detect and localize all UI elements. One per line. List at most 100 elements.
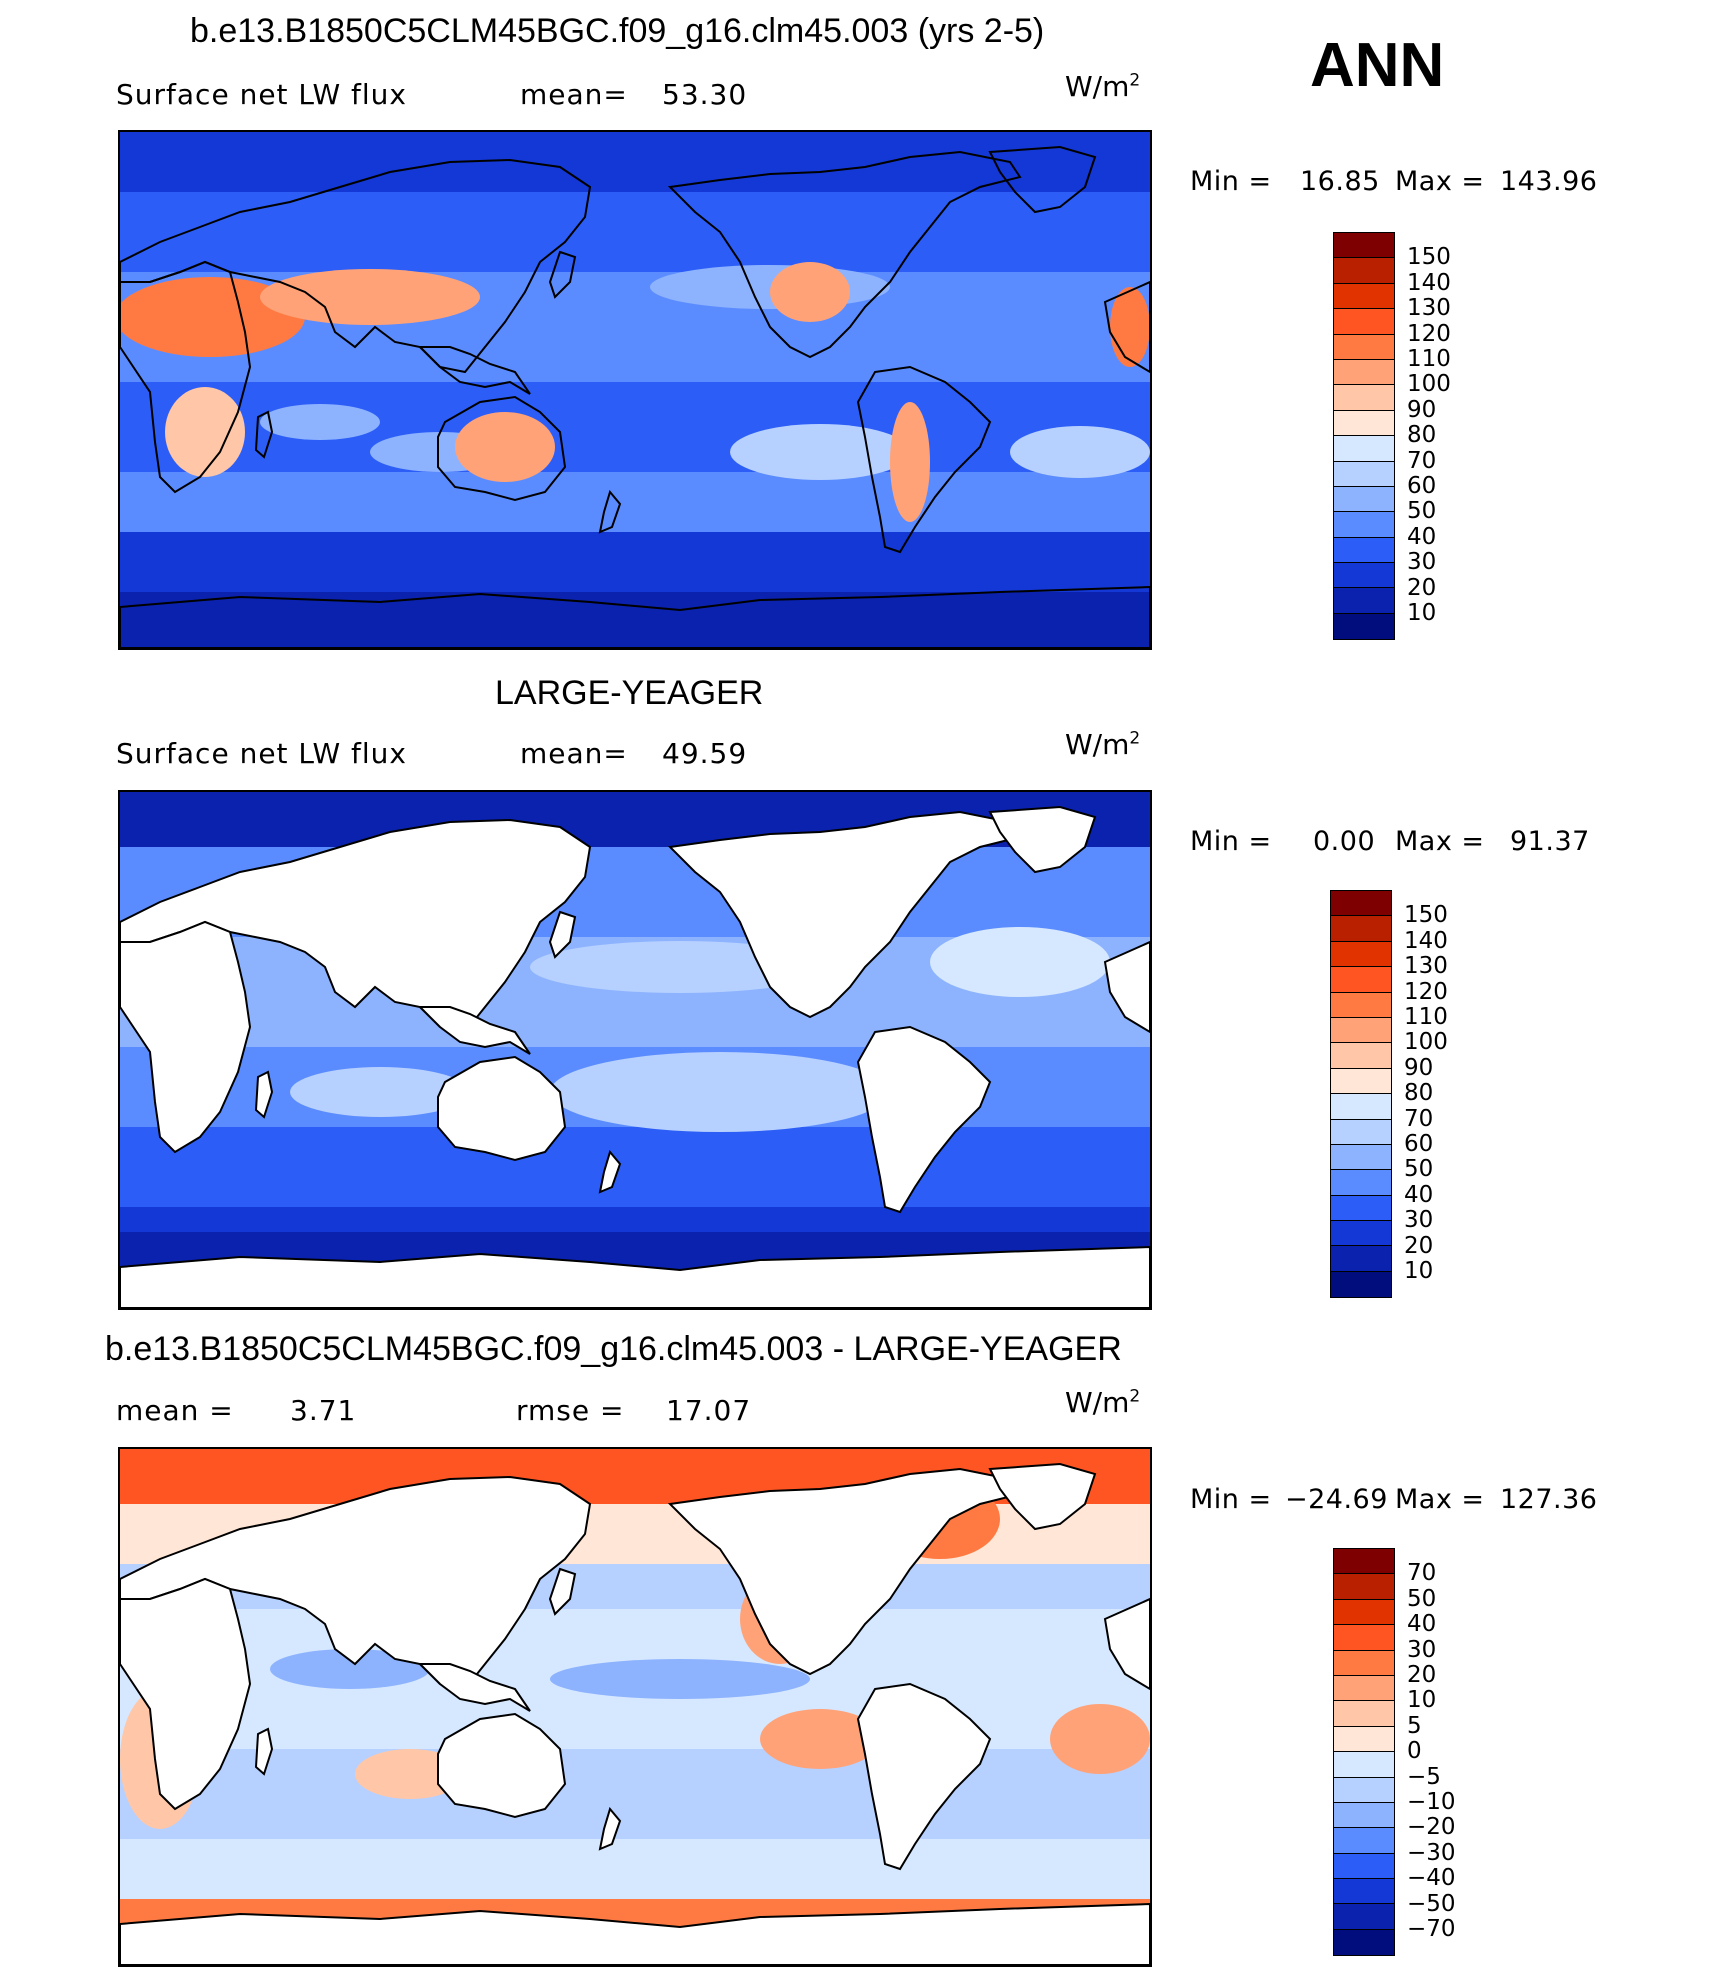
panel1-map bbox=[118, 130, 1152, 650]
colorbar-label: 110 bbox=[1404, 1004, 1448, 1030]
field-blob bbox=[260, 269, 480, 325]
colorbar-swatch bbox=[1334, 563, 1394, 589]
colorbar-swatches bbox=[1333, 232, 1395, 641]
field-band bbox=[120, 192, 1150, 272]
colorbar-label: 90 bbox=[1404, 1054, 1434, 1081]
field-blob bbox=[1110, 287, 1150, 367]
colorbar-label: 70 bbox=[1404, 1105, 1434, 1132]
colorbar-label: 30 bbox=[1404, 1207, 1434, 1234]
colorbar-label: 120 bbox=[1404, 978, 1448, 1005]
panel3-min-label: Min = bbox=[1190, 1484, 1272, 1515]
field-blob bbox=[550, 1052, 890, 1132]
panel1-units: W/m2 bbox=[1065, 70, 1141, 103]
colorbar-label: 130 bbox=[1407, 295, 1451, 322]
colorbar-label: −20 bbox=[1407, 1814, 1456, 1841]
colorbar-swatch bbox=[1331, 1271, 1391, 1298]
panel2-title: LARGE-YEAGER bbox=[495, 674, 764, 712]
field-blob bbox=[890, 402, 930, 522]
colorbar-label: 10 bbox=[1404, 1258, 1434, 1284]
coastline-namerica bbox=[667, 810, 1022, 1019]
colorbar-swatch bbox=[1331, 891, 1391, 917]
coastline-antarctica bbox=[120, 1902, 1150, 1965]
panel1-variable: Surface net LW flux bbox=[116, 78, 407, 111]
panel3-mean-label: mean = bbox=[116, 1394, 234, 1427]
colorbar-label: 120 bbox=[1407, 320, 1451, 347]
field-blob bbox=[455, 412, 555, 482]
coastline-africa bbox=[120, 920, 252, 1154]
colorbar-swatch bbox=[1334, 1904, 1394, 1930]
coastline-nz bbox=[598, 1806, 622, 1851]
panel1-mean-label: mean= bbox=[520, 78, 628, 111]
coastline-greenland bbox=[988, 805, 1097, 874]
colorbar-swatch bbox=[1331, 1246, 1391, 1272]
colorbar-swatch bbox=[1331, 941, 1391, 968]
coastline-westafrica2 bbox=[1103, 1597, 1150, 1691]
coastline-australia bbox=[437, 1055, 567, 1162]
map-canvas bbox=[120, 792, 1150, 1308]
colorbar-label: 150 bbox=[1404, 902, 1448, 929]
colorbar-swatch bbox=[1334, 1701, 1394, 1727]
coastline-antarctica bbox=[120, 585, 1150, 648]
colorbar-label: 110 bbox=[1407, 346, 1451, 372]
colorbar-swatch bbox=[1334, 233, 1394, 259]
field-blob bbox=[1010, 426, 1150, 478]
colorbar-label: 40 bbox=[1407, 523, 1437, 550]
colorbar-swatch bbox=[1334, 1675, 1394, 1702]
colorbar-swatch bbox=[1331, 967, 1391, 993]
panel1-max-label: Max = bbox=[1395, 166, 1485, 197]
colorbar-swatches bbox=[1333, 1548, 1395, 1957]
colorbar-label: 60 bbox=[1404, 1131, 1434, 1157]
colorbar-swatch bbox=[1334, 410, 1394, 437]
panel3-units: W/m2 bbox=[1065, 1386, 1141, 1419]
colorbar-label: 80 bbox=[1407, 422, 1437, 449]
coastline-antarctica bbox=[120, 1245, 1150, 1308]
colorbar-label: 10 bbox=[1407, 1687, 1437, 1714]
coastline-madagascar bbox=[254, 1727, 274, 1776]
colorbar-label: 140 bbox=[1407, 269, 1451, 296]
field-band bbox=[120, 532, 1150, 592]
colorbar-swatch bbox=[1334, 1599, 1394, 1626]
colorbar-swatch bbox=[1334, 309, 1394, 335]
panel3-map bbox=[118, 1447, 1152, 1967]
panel2-colorbar: 150 140 130 120 110 100 90 80 70 60 50 40 30 20 10 bbox=[1330, 890, 1448, 1299]
coastline-namerica bbox=[667, 150, 1022, 359]
coastline-nz bbox=[598, 1149, 622, 1194]
panel1-mean-value: 53.30 bbox=[662, 78, 748, 111]
colorbar-label: −30 bbox=[1407, 1839, 1456, 1866]
coastline-japan bbox=[548, 1567, 577, 1616]
colorbar-label: 90 bbox=[1407, 396, 1437, 423]
coastline-australia bbox=[437, 395, 567, 502]
colorbar-swatch bbox=[1334, 1853, 1394, 1880]
field-blob bbox=[550, 1659, 810, 1699]
colorbar-swatch bbox=[1331, 1017, 1391, 1044]
colorbar-label: 20 bbox=[1407, 574, 1437, 601]
coastline-samerica bbox=[856, 365, 992, 554]
panel2-map bbox=[118, 790, 1152, 1310]
field-band bbox=[120, 1749, 1150, 1839]
colorbar-swatch bbox=[1334, 1828, 1394, 1854]
colorbar-label: 130 bbox=[1404, 953, 1448, 980]
colorbar-label: 150 bbox=[1407, 244, 1451, 271]
coastline-samerica bbox=[856, 1025, 992, 1214]
field-blob bbox=[270, 1649, 430, 1689]
colorbar-swatch bbox=[1331, 1195, 1391, 1222]
colorbar-swatch bbox=[1334, 385, 1394, 411]
colorbar-swatch bbox=[1334, 258, 1394, 284]
colorbar-swatch bbox=[1334, 486, 1394, 513]
colorbar-label: 50 bbox=[1407, 498, 1437, 525]
colorbar-label: −10 bbox=[1407, 1789, 1456, 1815]
coastline-greenland bbox=[988, 1462, 1097, 1531]
colorbar-label: 0 bbox=[1407, 1738, 1422, 1765]
coastline-japan bbox=[548, 250, 577, 299]
colorbar-swatch bbox=[1331, 1170, 1391, 1196]
field-blob bbox=[930, 927, 1110, 997]
panel1-colorbar: 150 140 130 120 110 100 90 80 70 60 50 40 30 20 10 bbox=[1333, 232, 1451, 641]
colorbar-label: 80 bbox=[1404, 1080, 1434, 1107]
colorbar-label: 10 bbox=[1407, 600, 1437, 626]
colorbar-label: 30 bbox=[1407, 1636, 1437, 1663]
colorbar-swatch bbox=[1331, 1144, 1391, 1171]
coastline-seasia bbox=[417, 1663, 531, 1712]
coastline-madagascar bbox=[254, 1070, 274, 1119]
colorbar-swatch bbox=[1334, 283, 1394, 310]
field-blob bbox=[120, 277, 305, 357]
